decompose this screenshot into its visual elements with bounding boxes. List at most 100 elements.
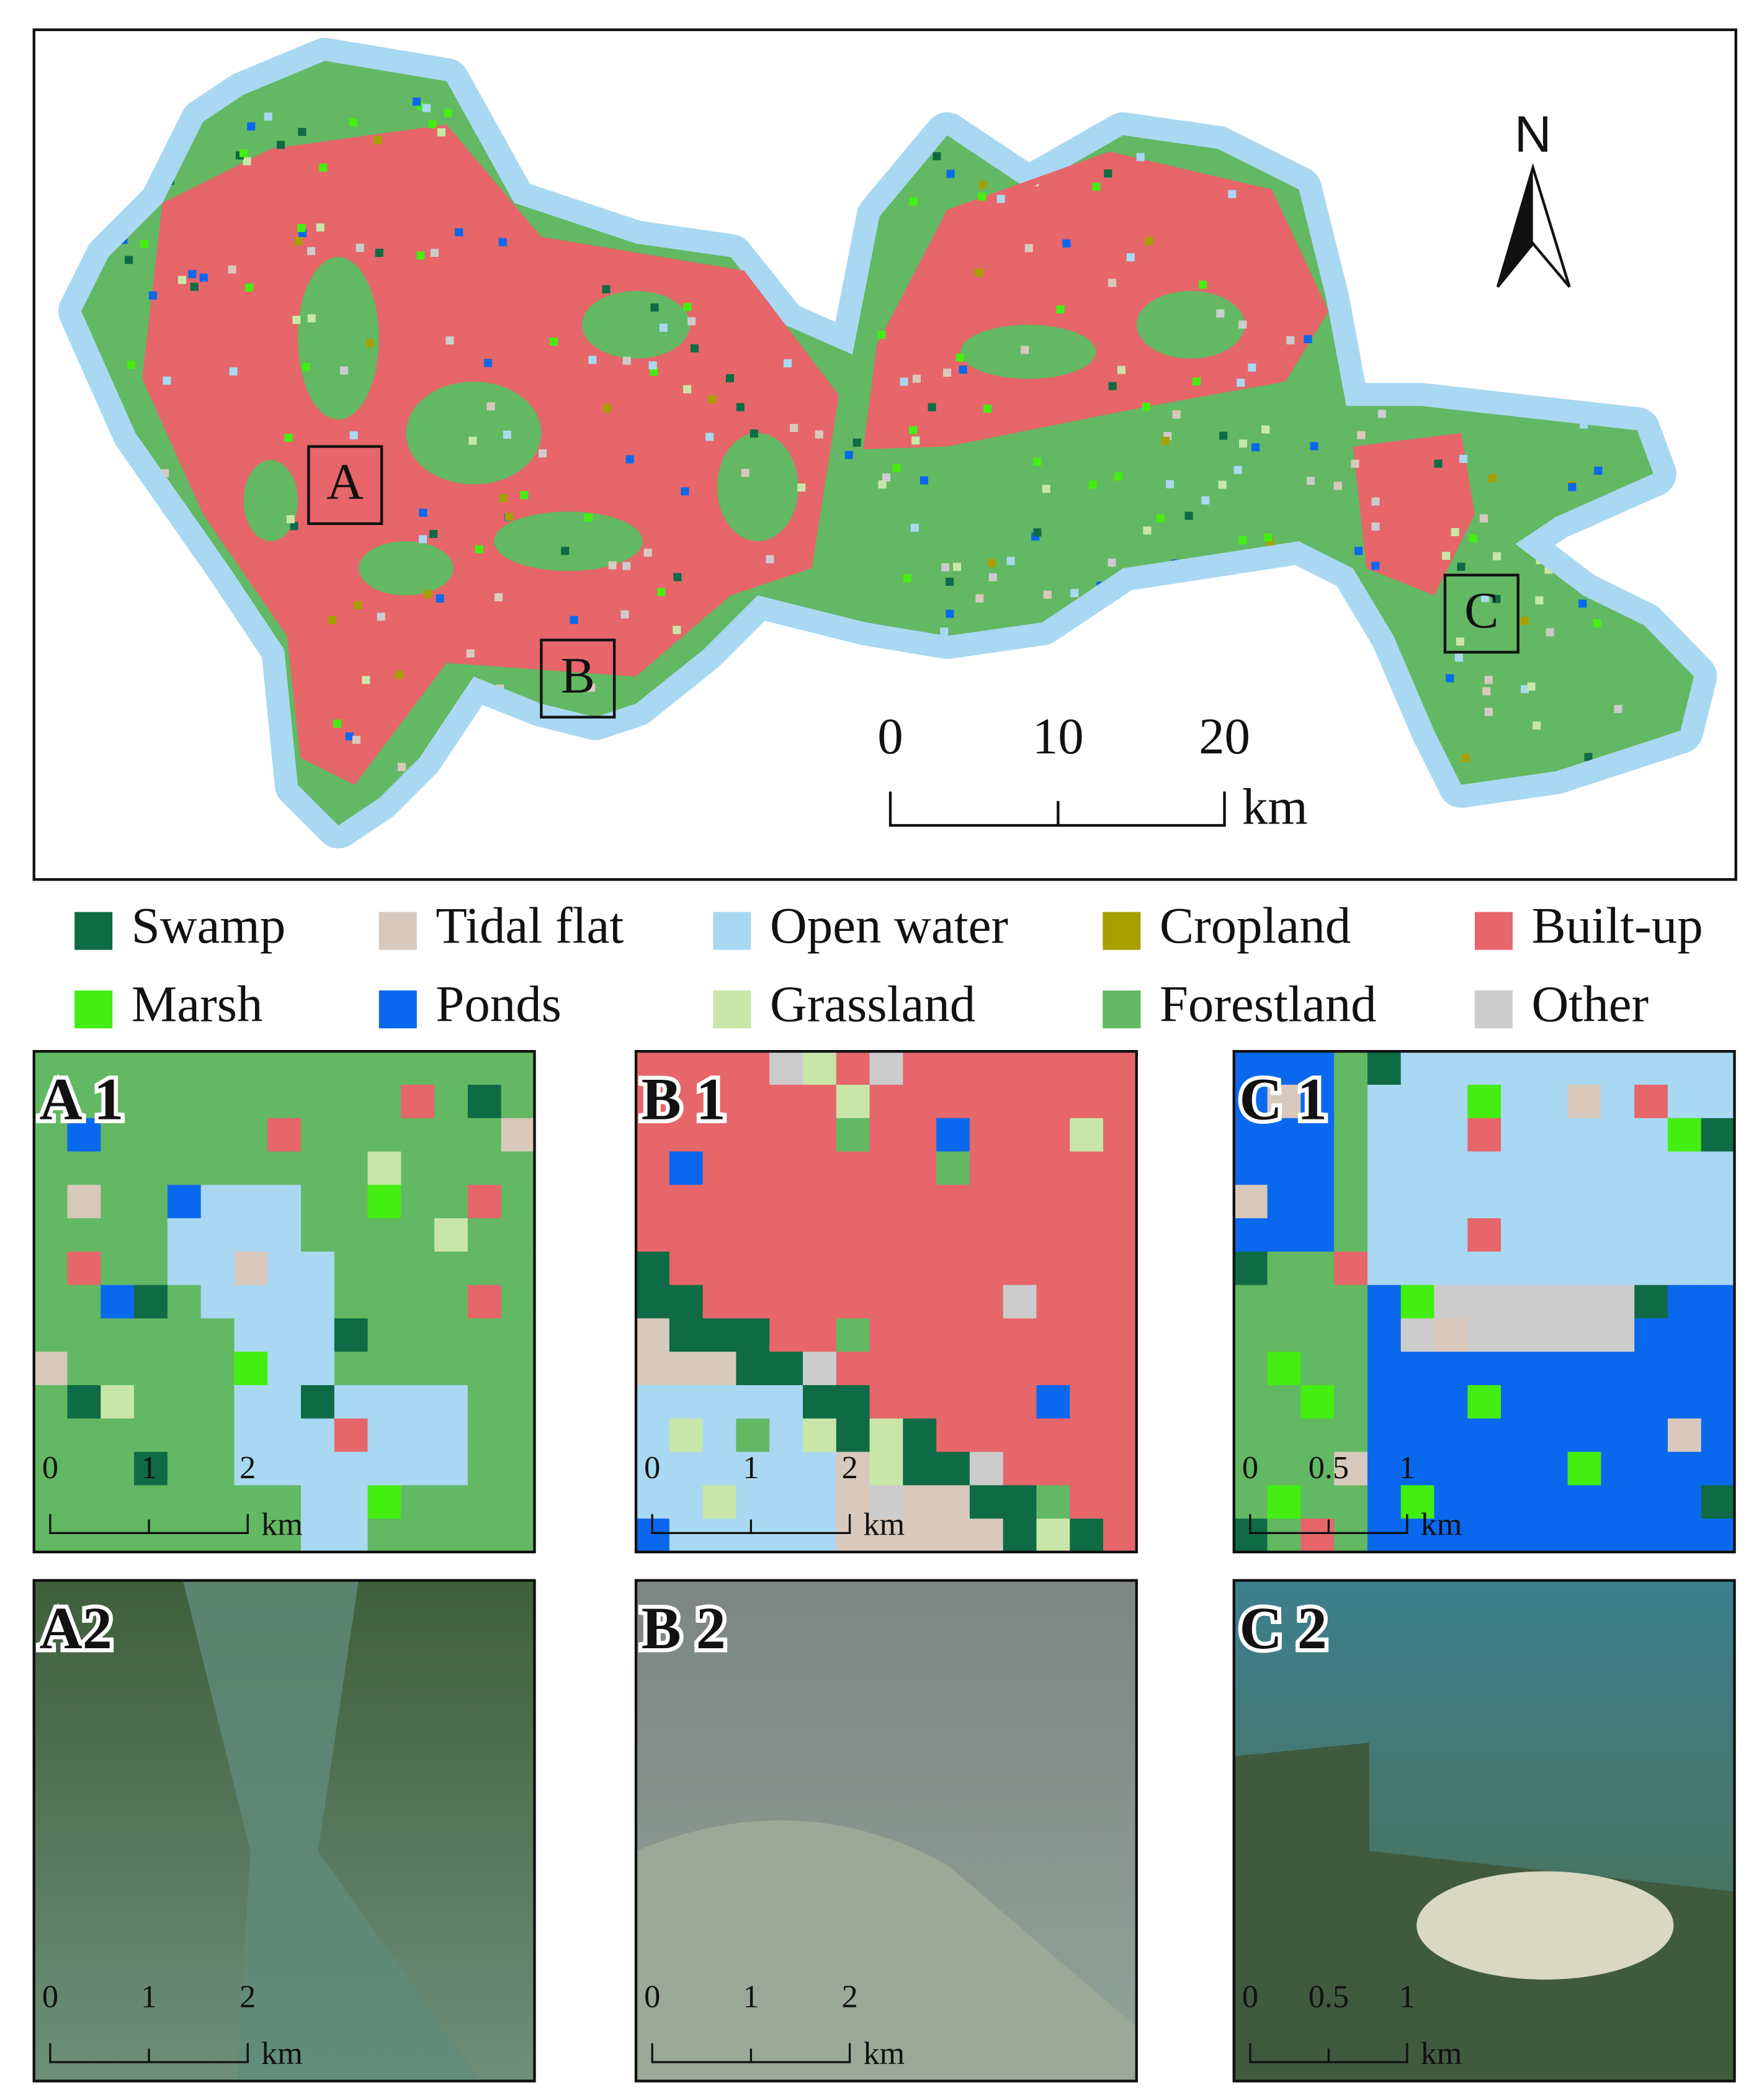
class-cell — [1501, 1385, 1535, 1419]
class-cell — [167, 1485, 202, 1520]
land-pixel — [316, 223, 324, 232]
class-cell — [936, 1118, 970, 1152]
class-cell — [501, 1218, 535, 1252]
class-cell — [267, 1251, 302, 1286]
land-pixel — [229, 367, 238, 376]
land-pixel — [436, 594, 444, 603]
land-pixel — [1451, 527, 1459, 537]
class-cell — [1103, 1418, 1137, 1453]
class-cell — [401, 1452, 436, 1486]
class-cell — [1334, 1084, 1368, 1119]
panel-image — [34, 1051, 535, 1552]
class-cell — [1400, 1352, 1435, 1386]
class-cell — [334, 1218, 369, 1252]
class-cell — [769, 1051, 804, 1086]
class-cell — [669, 1251, 704, 1286]
land-pixel — [705, 433, 714, 441]
class-cell — [1567, 1452, 1602, 1486]
class-cell — [1070, 1452, 1104, 1486]
class-cell — [67, 1051, 102, 1086]
legend-label: Forestland — [1160, 976, 1377, 1033]
panel-label: C 1 — [1239, 1066, 1327, 1132]
class-cell — [1467, 1519, 1502, 1552]
land-pixel — [437, 128, 445, 137]
land-pixel — [736, 403, 745, 411]
class-cell — [401, 1251, 436, 1286]
class-cell — [903, 1084, 938, 1119]
class-cell — [1003, 1251, 1037, 1286]
class-cell — [134, 1051, 168, 1086]
class-cell — [1534, 1385, 1569, 1419]
class-cell — [1267, 1084, 1302, 1119]
legend-swatch — [1474, 912, 1513, 950]
land-pixel — [912, 374, 921, 383]
class-cell — [1036, 1118, 1071, 1152]
class-cell — [167, 1452, 202, 1486]
class-cell — [234, 1385, 269, 1419]
land-pixel — [495, 593, 503, 601]
class-cell — [769, 1385, 804, 1419]
class-cell — [467, 1519, 502, 1552]
class-cell — [702, 1185, 737, 1219]
land-pixel — [1310, 442, 1318, 451]
class-cell — [134, 1285, 168, 1319]
land-pixel — [1306, 477, 1315, 485]
class-cell — [1070, 1385, 1104, 1419]
class-cell — [467, 1352, 502, 1386]
class-cell — [1501, 1084, 1535, 1119]
class-cell — [969, 1251, 1004, 1286]
legend-label: Marsh — [132, 976, 263, 1033]
land-pixel — [900, 377, 908, 386]
class-cell — [836, 1485, 871, 1520]
class-cell — [1534, 1318, 1569, 1353]
class-cell — [1601, 1051, 1636, 1086]
class-cell — [1036, 1385, 1071, 1419]
class-cell — [1070, 1151, 1104, 1186]
class-cell — [434, 1251, 469, 1286]
class-cell — [234, 1418, 269, 1453]
class-cell — [1567, 1285, 1602, 1319]
class-cell — [1501, 1352, 1535, 1386]
legend: Swamp Tidal flat Open water Cropland Built-u… — [74, 897, 1703, 1033]
class-cell — [334, 1118, 369, 1152]
land-pixel — [163, 376, 171, 385]
class-cell — [1070, 1352, 1104, 1386]
class-cell — [903, 1318, 938, 1353]
class-cell — [1701, 1318, 1735, 1353]
land-pixel — [1092, 182, 1101, 191]
land-pixel — [362, 676, 370, 684]
class-cell — [702, 1318, 737, 1353]
land-pixel — [190, 282, 199, 291]
land-pixel — [941, 563, 950, 572]
class-cell — [167, 1051, 202, 1086]
land-pixel — [1043, 590, 1052, 599]
class-cell — [1434, 1385, 1469, 1419]
class-cell — [1434, 1151, 1469, 1186]
class-cell — [869, 1519, 904, 1552]
land-pixel — [428, 120, 437, 128]
class-cell — [1701, 1485, 1735, 1520]
class-cell — [234, 1251, 269, 1286]
land-pixel — [1199, 280, 1207, 289]
class-cell — [367, 1084, 402, 1119]
class-cell — [434, 1051, 469, 1086]
class-cell — [1601, 1151, 1636, 1186]
class-cell — [200, 1519, 235, 1552]
class-cell — [1701, 1185, 1735, 1219]
panel-frame — [1232, 1050, 1736, 1554]
land-pixel — [978, 181, 987, 189]
class-cell — [501, 1352, 535, 1386]
class-cell — [434, 1452, 469, 1486]
class-cell — [401, 1218, 436, 1252]
class-cell — [969, 1519, 1004, 1552]
land-pixel — [1593, 619, 1601, 628]
land-pixel — [397, 763, 406, 771]
class-cell — [802, 1485, 837, 1520]
class-cell — [669, 1418, 704, 1453]
class-cell — [936, 1385, 970, 1419]
class-cell — [1634, 1151, 1669, 1186]
class-cell — [769, 1485, 804, 1520]
class-cell — [802, 1151, 837, 1186]
class-cell — [1003, 1485, 1037, 1520]
class-cell — [702, 1285, 737, 1319]
